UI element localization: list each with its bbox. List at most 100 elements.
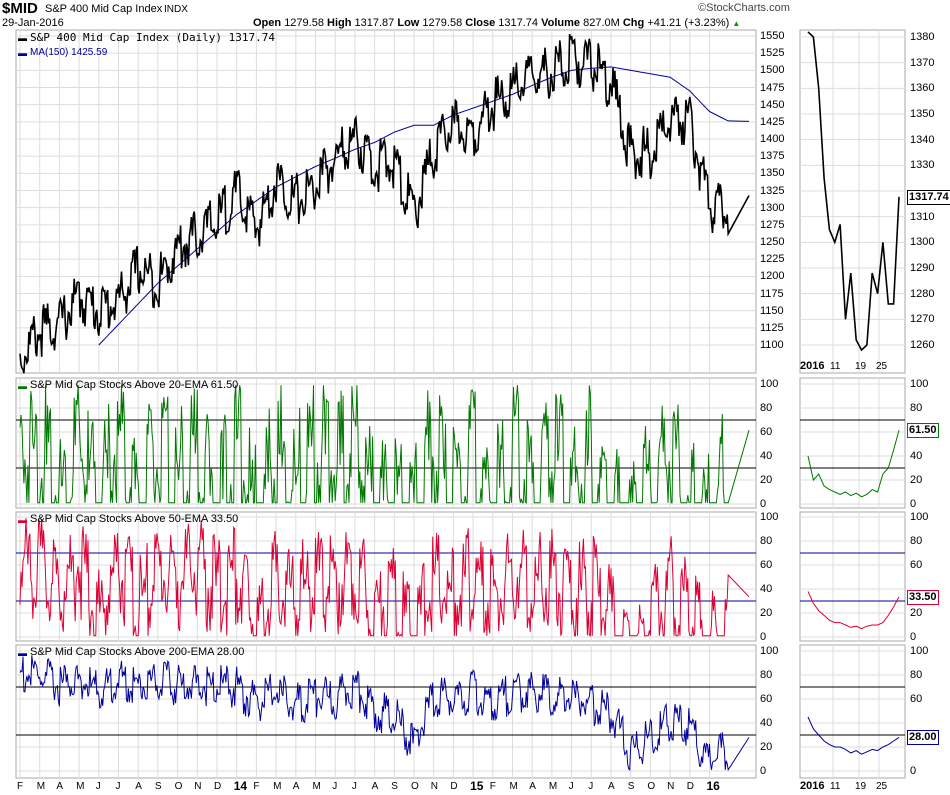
- y-tick-label: 80: [760, 402, 773, 414]
- mini-x-tick-label: 11: [830, 361, 841, 372]
- x-tick-label: M: [548, 781, 558, 792]
- volume-label: Volume: [541, 17, 581, 29]
- price-legend-swatch: ▬: [18, 33, 27, 43]
- indicator-legend: S&P Mid Cap Stocks Above 200-EMA 28.00: [30, 646, 245, 658]
- y-tick-label: 100: [760, 645, 779, 657]
- x-tick-label: N: [430, 781, 438, 792]
- last-value-tag: 1317.74: [907, 189, 950, 205]
- indicator-legend: S&P Mid Cap Stocks Above 50-EMA 33.50: [30, 513, 239, 525]
- x-tick-label: A: [135, 781, 142, 792]
- y-tick-label: 1125: [760, 321, 784, 334]
- x-tick-label: M: [273, 781, 282, 792]
- ma-legend: MA(150) 1425.59: [30, 47, 108, 58]
- x-tick-label: D: [450, 781, 458, 792]
- mini-y-tick-label: 1260: [910, 339, 935, 351]
- mini-y-tick-label: 1290: [910, 262, 935, 274]
- mini-y-tick-label: 40: [910, 450, 923, 462]
- x-tick-label: F: [253, 781, 260, 792]
- y-tick-label: 1175: [760, 287, 784, 300]
- y-tick-label: 40: [760, 583, 773, 595]
- y-tick-label: 1450: [760, 98, 785, 111]
- symbol: $MID: [2, 0, 38, 17]
- y-tick-label: 20: [760, 474, 773, 486]
- y-tick-label: 60: [760, 559, 773, 571]
- y-tick-label: 20: [760, 607, 773, 619]
- y-tick-label: 100: [760, 511, 779, 523]
- x-tick-label: D: [214, 781, 222, 792]
- x-tick-label: A: [529, 781, 536, 792]
- high-label: High: [327, 17, 352, 29]
- indicator-legend-swatch: ▬: [18, 515, 27, 525]
- mini-y-tick-label: 1350: [910, 108, 935, 120]
- y-tick-label: 1275: [760, 218, 785, 231]
- x-tick-label: J: [588, 781, 594, 792]
- mini-y-tick-label: 1310: [910, 210, 935, 223]
- y-tick-label: 1475: [760, 81, 785, 94]
- quote-bar: Open 1279.58 High 1317.87 Low 1279.58 Cl…: [253, 17, 740, 30]
- y-tick-label: 1250: [760, 236, 785, 248]
- y-tick-label: 1300: [760, 201, 785, 214]
- indicator-legend-swatch: ▬: [18, 648, 27, 658]
- mini-y-tick-label: 80: [910, 402, 923, 414]
- mini-y-tick-label: 20: [910, 474, 923, 486]
- y-tick-label: 1350: [760, 167, 785, 180]
- last-value-tag: 61.50: [907, 423, 939, 439]
- mini-pane-frame: [799, 377, 906, 509]
- x-tick-label: O: [174, 781, 183, 792]
- x-tick-label: A: [292, 781, 300, 792]
- y-tick-label: 1375: [760, 150, 785, 163]
- low-label: Low: [397, 17, 420, 29]
- open-label: Open: [253, 17, 282, 29]
- last-value-tag: 28.00: [907, 730, 939, 746]
- mini-line: [807, 716, 900, 755]
- mini-x-tick-label: 25: [876, 781, 888, 792]
- y-tick-label: 40: [760, 450, 773, 462]
- y-tick-label: 100: [760, 378, 779, 390]
- x-tick-label: A: [371, 781, 379, 792]
- x-tick-label: D: [686, 781, 695, 792]
- mini-line: [807, 591, 900, 630]
- y-tick-label: 40: [760, 717, 773, 729]
- y-tick-label: 1100: [760, 339, 784, 351]
- mini-y-tick-label: 1330: [910, 159, 935, 172]
- mini-y-tick-label: 1340: [910, 133, 935, 146]
- mini-pane-frame: [799, 29, 906, 374]
- mini-y-tick-label: 100: [910, 378, 929, 390]
- y-tick-label: 80: [760, 669, 773, 681]
- x-tick-label: F: [489, 781, 496, 792]
- indicator-line: [19, 518, 750, 638]
- mini-x-tick-label: 19: [855, 781, 867, 792]
- x-tick-label: A: [56, 781, 64, 792]
- pane-frame: [15, 29, 757, 374]
- x-tick-label: M: [36, 781, 46, 792]
- mini-y-tick-label: 1270: [910, 313, 935, 326]
- high-value: 1317.87: [354, 17, 395, 29]
- pane-frame: [15, 644, 757, 779]
- indicator-line: [19, 385, 750, 505]
- x-tick-label: N: [194, 781, 202, 792]
- mini-x-tick-label: 2016: [800, 360, 825, 372]
- mini-y-tick-label: 60: [910, 693, 923, 705]
- y-tick-label: 60: [760, 426, 773, 438]
- mini-x-tick-label: 25: [876, 361, 888, 372]
- y-tick-label: 1525: [760, 47, 785, 60]
- y-tick-label: 1425: [760, 115, 785, 128]
- mini-x-tick-label: 2016: [800, 780, 825, 792]
- mini-y-tick-label: 1280: [910, 287, 935, 300]
- x-tick-label: J: [95, 781, 101, 792]
- x-tick-label: J: [351, 781, 357, 792]
- mini-y-tick-label: 1380: [910, 31, 935, 43]
- x-tick-label: N: [667, 781, 675, 792]
- indicator-line: [19, 655, 750, 772]
- mini-line: [807, 31, 900, 352]
- mini-line: [807, 430, 900, 498]
- y-tick-label: 1200: [760, 270, 785, 283]
- x-tick-label: M: [312, 781, 321, 792]
- mini-y-tick-label: 0: [910, 765, 917, 777]
- date: 29-Jan-2016: [2, 17, 64, 29]
- open-value: 1279.58: [284, 17, 324, 29]
- mini-y-tick-label: 20: [910, 607, 923, 619]
- mini-pane-frame: [799, 644, 906, 779]
